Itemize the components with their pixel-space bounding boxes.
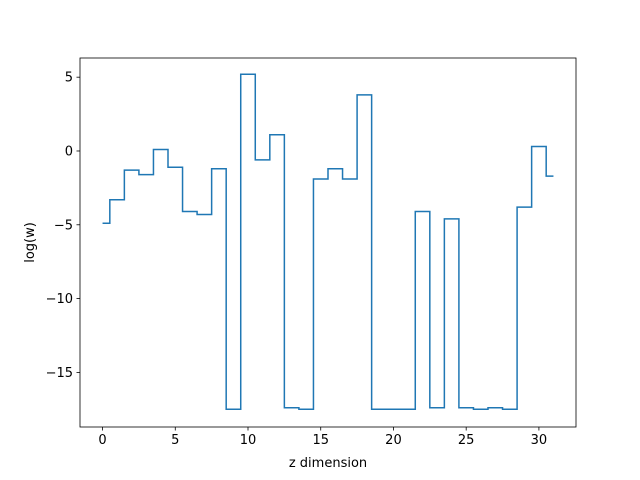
y-tick-label: 5	[65, 71, 73, 86]
y-axis-label: log(w)	[23, 222, 38, 263]
x-tick-label: 15	[312, 433, 329, 448]
y-axis: 5 0 −5 −10 −15	[46, 71, 80, 381]
x-axis-label: z dimension	[289, 456, 367, 471]
y-tick-label: −15	[46, 366, 73, 381]
x-tick-label: 30	[531, 433, 548, 448]
plot-frame	[79, 57, 577, 428]
x-tick-label: 20	[385, 433, 402, 448]
x-tick-label: 0	[98, 433, 106, 448]
y-tick-label: 0	[65, 144, 73, 159]
x-tick-label: 10	[240, 433, 257, 448]
x-tick-label: 25	[458, 433, 475, 448]
x-tick-label: 5	[171, 433, 179, 448]
y-tick-label: −5	[54, 218, 73, 233]
x-axis: 0 5 10 15 20 25 30	[98, 427, 547, 448]
y-tick-label: −10	[46, 292, 73, 307]
series-layer	[102, 73, 554, 411]
series-line	[102, 73, 554, 411]
